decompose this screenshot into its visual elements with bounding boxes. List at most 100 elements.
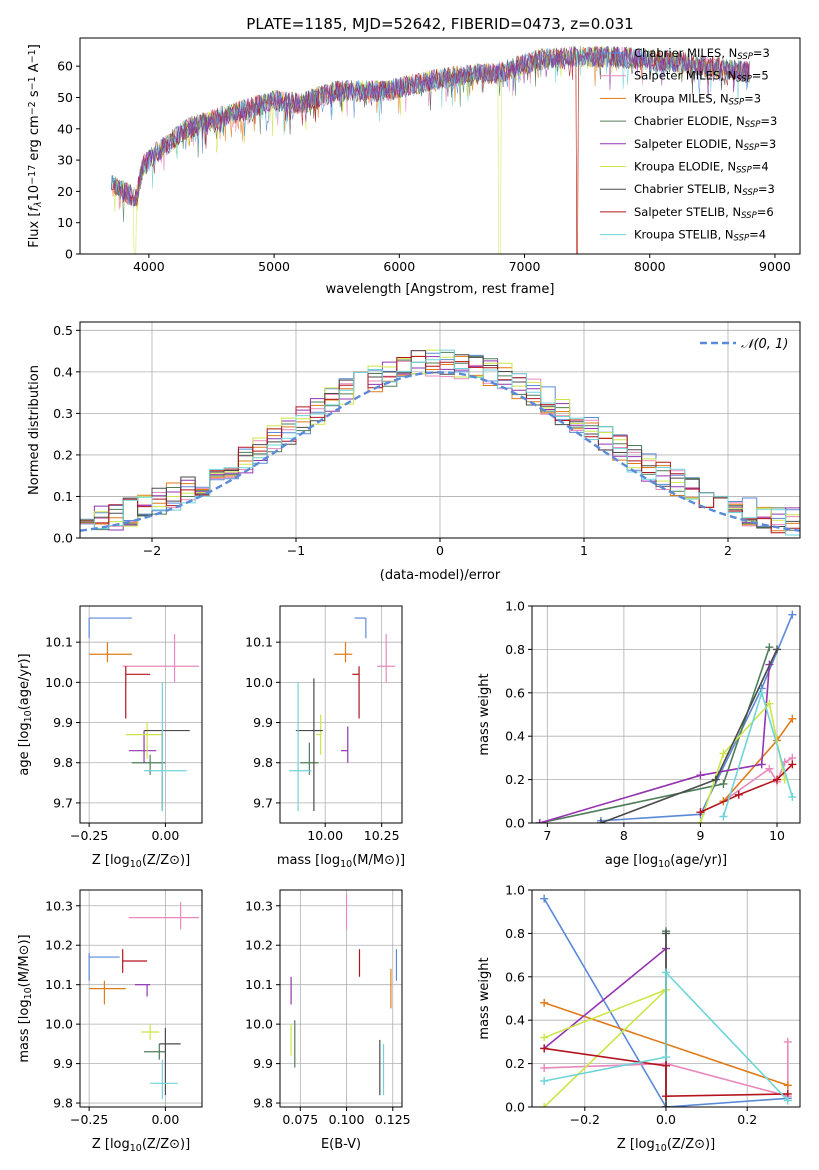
legend-sub: SSP [745, 120, 761, 130]
log-base: 10 [130, 1143, 142, 1154]
y-axis-label-part: −1 [27, 76, 38, 90]
label-part: Z [ [92, 853, 110, 868]
weight-marker-kroupa-elodie [540, 1103, 549, 1107]
legend-label-kroupa-elodie: Kroupa ELODIE, NSSP=4 [634, 160, 769, 176]
x-tick-label: 2 [724, 543, 732, 558]
weight-marker-kroupa-stelib [662, 1053, 670, 1062]
log: log [17, 722, 32, 742]
label-part: Z [ [92, 1137, 110, 1152]
axes-frame [79, 605, 203, 824]
weight-marker-salpeter-miles [783, 1037, 792, 1046]
x-tick-label: 10.25 [364, 828, 400, 843]
y-axis-label-part: erg cm [27, 115, 42, 164]
x-tick-label: 0.075 [282, 1112, 318, 1127]
y-tick-label: 10.0 [45, 1017, 73, 1032]
y-tick-label: 60 [57, 59, 73, 74]
y-tick-label: 10.3 [245, 898, 273, 913]
weight-marker-kroupa-stelib [757, 688, 766, 697]
y-axis-label-part: s [27, 90, 42, 101]
plot-area [280, 890, 402, 1107]
x-axis-label: Z [log10(Z/Z⊙)] [92, 1137, 190, 1154]
x-tick-label: 8000 [634, 259, 666, 274]
label-part: age [ [605, 853, 638, 868]
x-axis-label: wavelength [Angstrom, rest frame] [326, 282, 555, 297]
x-tick-label: 4000 [133, 259, 165, 274]
y-tick-label: 0.4 [505, 1013, 525, 1028]
y-tick-label: 10 [57, 215, 73, 230]
plot-area [111, 45, 750, 254]
plot-area [80, 606, 202, 823]
plot-area [280, 606, 402, 823]
legend-sub: SSP [736, 166, 752, 176]
y-tick-label: 40 [57, 121, 73, 136]
y-tick-label: 1.0 [505, 883, 525, 898]
weight-marker-salpeter-stelib [773, 775, 782, 784]
legend-sub: SSP [729, 98, 745, 108]
label-part: E(B-V) [321, 1137, 361, 1152]
weight-marker-kroupa-stelib [540, 1076, 549, 1085]
y-tick-label: 0.4 [505, 729, 525, 744]
weight-marker-salpeter-elodie [535, 819, 544, 823]
x-tick-label: −0.25 [70, 828, 108, 843]
y-tick-label: 9.8 [53, 1096, 73, 1111]
normal-curve [80, 371, 800, 532]
x-axis-label: Z [log10(Z/Z⊙)] [617, 1137, 715, 1154]
plot-area [80, 322, 800, 538]
x-tick-label: −2 [143, 543, 161, 558]
weight-marker-salpeter-miles [540, 1063, 549, 1072]
legend-name: Kroupa STELIB, N [634, 228, 734, 242]
label-part: (Z/Z⊙)] [142, 853, 190, 868]
weight-marker-chabrier-stelib [662, 929, 670, 938]
y-tick-label: 0.6 [505, 969, 525, 984]
weight-line-salpeter-stelib [544, 1047, 788, 1098]
y-tick-label: 9.9 [253, 715, 273, 730]
legend-sub: SSP [741, 211, 757, 221]
weight-marker-kroupa-elodie [765, 699, 774, 708]
weight-marker-kroupa-stelib [662, 968, 670, 977]
y-axis-label-part: −1 [27, 49, 38, 63]
log-base: 10 [23, 987, 34, 999]
weight-marker-kroupa-stelib [719, 812, 728, 821]
log-base: 10 [655, 1143, 667, 1154]
x-tick-label: 0 [436, 543, 444, 558]
x-axis-label: mass [log10(M/M⊙)] [277, 853, 405, 870]
y-tick-label: 0 [65, 247, 73, 262]
legend-name: Salpeter ELODIE, N [634, 137, 744, 151]
legend-n: =6 [757, 205, 774, 219]
weight-line-salpeter-elodie [543, 947, 667, 1050]
y-tick-label: 10.0 [45, 675, 73, 690]
x-tick-label: 6000 [383, 259, 415, 274]
legend-name: Kroupa ELODIE, N [634, 160, 736, 174]
legend-sub: SSP [734, 234, 750, 244]
weight-line-kroupa-stelib [544, 970, 789, 1102]
y-axis-label: mass weight [477, 673, 492, 755]
y-tick-label: 10.1 [45, 635, 73, 650]
label-part: (age/yr)] [17, 653, 32, 710]
y-tick-label: 10.0 [245, 1017, 273, 1032]
y-tick-label: 10.0 [245, 675, 273, 690]
weight-marker-chabrier-elodie [765, 643, 774, 652]
x-tick-label: 9 [696, 828, 704, 843]
y-axis-label-part: A [27, 63, 42, 76]
weight-marker-kroupa-elodie [696, 819, 705, 823]
panel-age_vs_mass: 10.00 10.25 9.7 9.8 9.9 10.0 10.1 mass [log10(M… [245, 605, 405, 870]
legend-n: =5 [752, 69, 769, 83]
x-tick-label: 7 [543, 828, 551, 843]
y-tick-label: 0.1 [53, 489, 73, 504]
legend-label-salpeter-stelib: Salpeter STELIB, NSSP=6 [634, 205, 774, 221]
weight-marker-chabrier-miles [788, 610, 797, 619]
log-base: 10 [340, 859, 352, 870]
weight-marker-chabrier-stelib [662, 1103, 670, 1107]
weight-marker-salpeter-stelib [662, 1092, 670, 1101]
plot-area [80, 890, 202, 1107]
legend-label-chabrier-miles: Chabrier MILES, NSSP=3 [634, 46, 770, 62]
y-tick-label: 20 [57, 184, 73, 199]
y-axis-label-part: 10 [27, 185, 42, 202]
y-tick-label: 0.2 [505, 772, 525, 787]
legend-label-kroupa-stelib: Kroupa STELIB, NSSP=4 [634, 228, 766, 244]
y-tick-label: 9.8 [253, 755, 273, 770]
legend-label-salpeter-miles: Salpeter MILES, NSSP=5 [634, 69, 769, 85]
y-tick-label: 9.9 [253, 1056, 273, 1071]
x-axis-label: Z [log10(Z/Z⊙)] [92, 853, 190, 870]
